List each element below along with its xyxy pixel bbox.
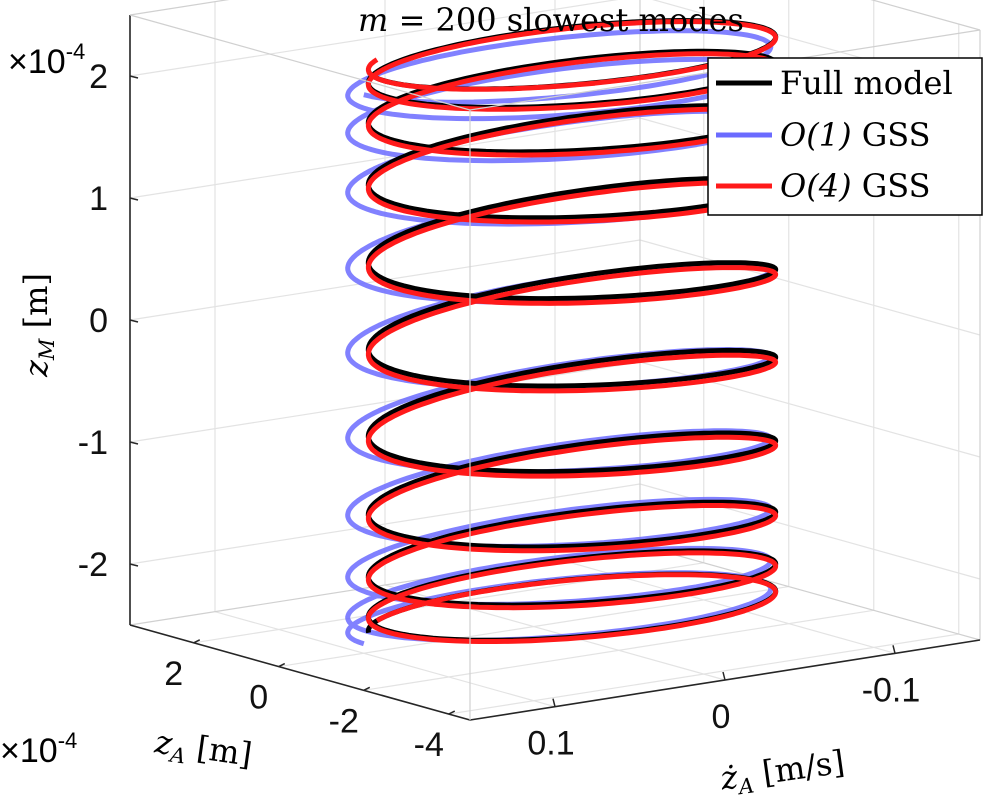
y-axis-multiplier: ×10-4 (0, 728, 77, 770)
x-axis-label: żA [m/s] (717, 743, 847, 797)
x-tick-label: 0 (712, 698, 731, 736)
series-line-o-4-gss (365, 19, 779, 644)
box-edge (639, 544, 981, 641)
x-tick-mark (892, 645, 896, 654)
z-tick-mark (129, 563, 139, 567)
z-tick-label: 1 (89, 180, 108, 218)
box-edge (129, 0, 230, 16)
y-tick-mark (448, 710, 456, 715)
y-tick-label: 0 (249, 679, 268, 717)
z-tick-label: 0 (89, 302, 108, 340)
x-tick-mark (552, 698, 556, 707)
box-edge (870, 0, 981, 31)
y-axis-label: zA [m] (151, 722, 254, 777)
x-tick-label: 0.1 (527, 725, 574, 763)
z-tick-label: -1 (78, 424, 108, 462)
legend-label-full-model: Full model (780, 64, 953, 102)
legend-label-o1-gss: O(1) GSS (780, 116, 931, 154)
legend-label-o4-gss: O(4) GSS (780, 167, 931, 205)
z-tick-mark (129, 197, 139, 201)
box-edge (129, 14, 471, 111)
series-line-o-1-gss (345, 28, 774, 647)
y-tick-mark (193, 639, 201, 644)
z-tick-label: 2 (89, 58, 108, 96)
y-tick-label: -2 (329, 702, 359, 740)
z-tick-mark (129, 319, 139, 323)
z-tick-label: -2 (78, 546, 108, 584)
x-tick-mark (722, 671, 726, 681)
grid-line (639, 239, 981, 336)
chart-title: m = 200 slowest modes (358, 1, 744, 39)
grid-line (214, 611, 556, 708)
y-axis-line (129, 624, 471, 721)
z-tick-mark (129, 75, 139, 79)
legend: Full model O(1) GSS O(4) GSS (707, 57, 983, 216)
tick-labels: 2 1 0 -1 -2 2 0 -2 -4 0.1 0 -0.1 (78, 58, 921, 764)
z-axis-multiplier: ×10-4 (8, 39, 85, 81)
y-tick-mark (278, 662, 286, 668)
y-tick-label: 2 (164, 655, 183, 693)
x-tick-label: -0.1 (862, 671, 921, 709)
legend-entry-full-model: Full model (716, 64, 953, 102)
y-tick-mark (363, 686, 371, 691)
y-tick-label: -4 (414, 726, 444, 764)
series-layer (345, 18, 779, 647)
z-axis-label: zM [m] (17, 273, 59, 378)
legend-entry-o1-gss: O(1) GSS (716, 116, 931, 154)
z-tick-mark (129, 441, 139, 445)
legend-entry-o4-gss: O(4) GSS (716, 167, 931, 205)
